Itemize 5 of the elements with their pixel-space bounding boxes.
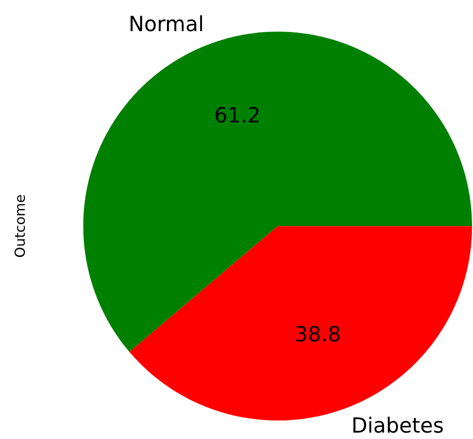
data-label: 38.8 [296, 326, 340, 342]
slice-label: Normal [130, 15, 202, 32]
slice-label: Diabetes [353, 416, 443, 433]
data-label: 61.2 [216, 106, 259, 123]
text: Outcome [14, 195, 25, 257]
